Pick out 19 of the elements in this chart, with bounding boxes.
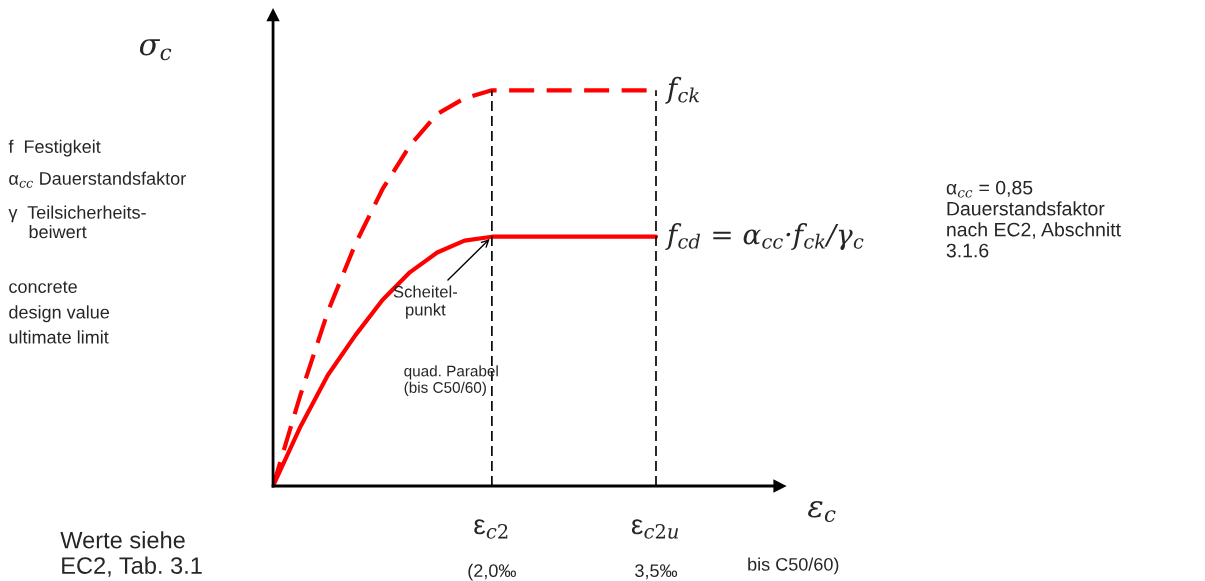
text: ultimate limit bbox=[9, 330, 109, 344]
y-axis-title: σ$_{c}$ bbox=[139, 39, 172, 61]
x-tick-label: 3,5‰ bbox=[635, 564, 678, 580]
series-label: f$_{ck}$ bbox=[665, 76, 700, 104]
annotation: Scheitel- punkt bbox=[393, 285, 458, 319]
text: bis C50/60) bbox=[748, 557, 839, 575]
x-tick-label: (2,0‰ bbox=[468, 563, 516, 581]
text: design value bbox=[9, 305, 110, 323]
text: Werte siehe EC2, Tab. 3.1 bbox=[60, 531, 202, 577]
text: concrete bbox=[9, 281, 77, 294]
annotation: quad. Parabel (bis C50/60) bbox=[404, 365, 498, 396]
text: ε$_{c2}$ bbox=[474, 519, 508, 539]
text: α$_{cc}$ Dauerstandsfaktor bbox=[9, 171, 186, 188]
series-label: f$_{cd}$ = α$_{cc}$·f$_{ck}$/γ$_{c}$ bbox=[665, 223, 864, 251]
text: γ Teilsicherheits- beiwert bbox=[8, 205, 146, 239]
x-axis-title: ε$_{c}$ bbox=[808, 500, 836, 522]
text: α$_{cc}$ = 0,85 Dauerstandsfaktor nach EC2, Abschnitt 3.1.6 bbox=[946, 180, 1121, 258]
text: f Festigkeit bbox=[8, 139, 101, 157]
text: ε$_{c2u}$ bbox=[631, 519, 678, 539]
